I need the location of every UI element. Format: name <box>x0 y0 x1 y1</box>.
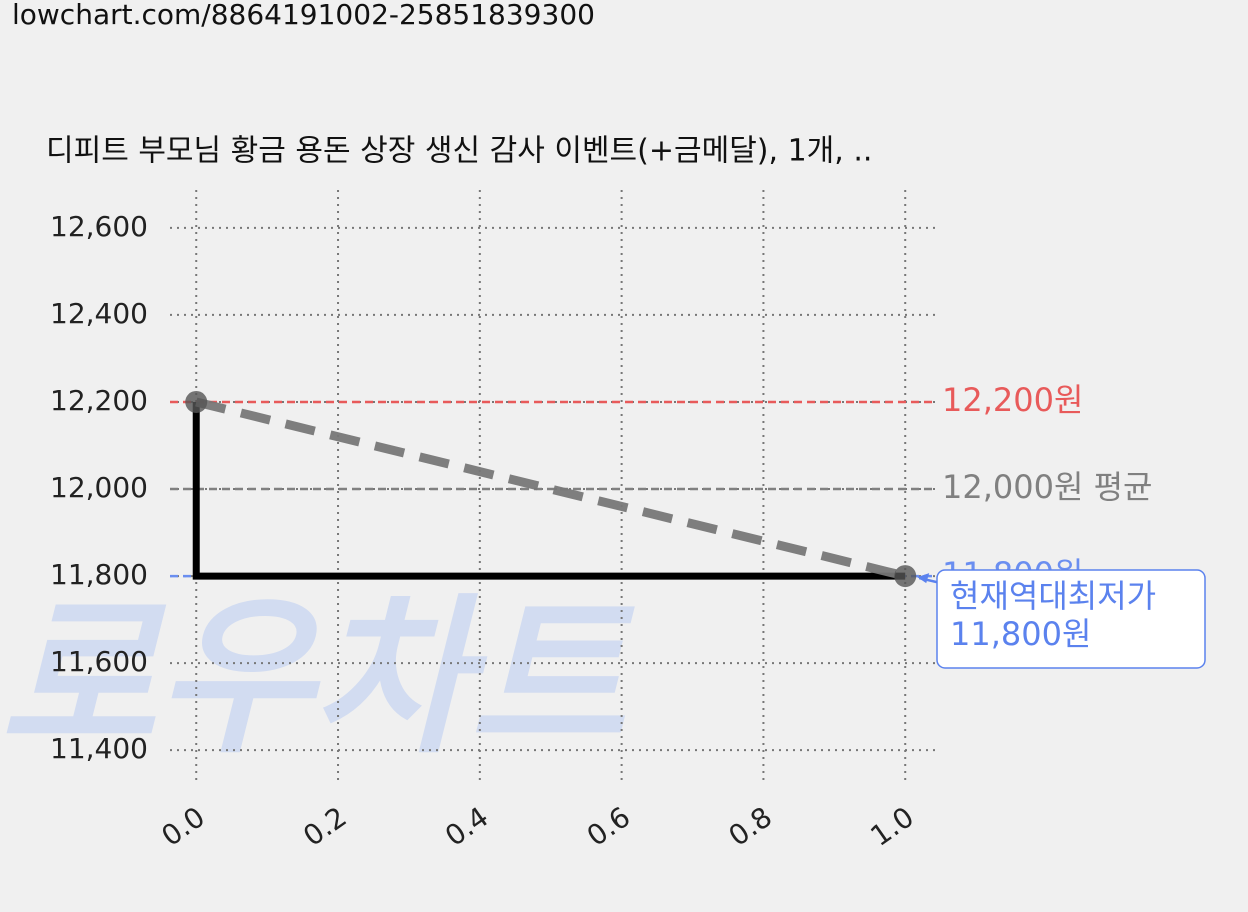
y-tick-label: 12,600 <box>50 210 148 243</box>
x-tick-label: 0.0 <box>155 800 210 853</box>
y-tick-label: 11,800 <box>50 558 148 591</box>
annotation-arrowhead <box>917 573 930 584</box>
chart-title: 디피트 부모님 황금 용돈 상장 생신 감사 이벤트(+금메달), 1개, .. <box>46 134 872 169</box>
y-tick-label: 12,000 <box>50 471 148 504</box>
annotation-text: 현재역대최저가 <box>950 577 1156 615</box>
y-tick-label: 12,200 <box>50 384 148 417</box>
reference-label: 12,200원 <box>942 381 1083 419</box>
x-tick-label: 0.4 <box>439 800 494 853</box>
reference-label: 12,000원 평균 <box>942 468 1152 506</box>
y-tick-label: 11,400 <box>50 732 148 765</box>
x-tick-label: 0.2 <box>297 800 352 853</box>
trend-line <box>195 397 907 581</box>
x-tick-label: 0.8 <box>723 800 778 853</box>
x-tick-label: 1.0 <box>864 800 919 853</box>
watermark: 로우차트 <box>0 579 635 777</box>
annotation-text: 11,800원 <box>950 615 1091 653</box>
annotation-box <box>936 569 1206 669</box>
url: lowchart.com/8864191002-25851839300 <box>12 0 595 31</box>
y-tick-label: 12,400 <box>50 297 148 330</box>
trend-marker <box>894 565 917 588</box>
trend-marker <box>185 390 208 413</box>
y-tick-label: 11,600 <box>50 645 148 678</box>
price-line <box>192 401 906 580</box>
x-tick-label: 0.6 <box>581 800 636 853</box>
